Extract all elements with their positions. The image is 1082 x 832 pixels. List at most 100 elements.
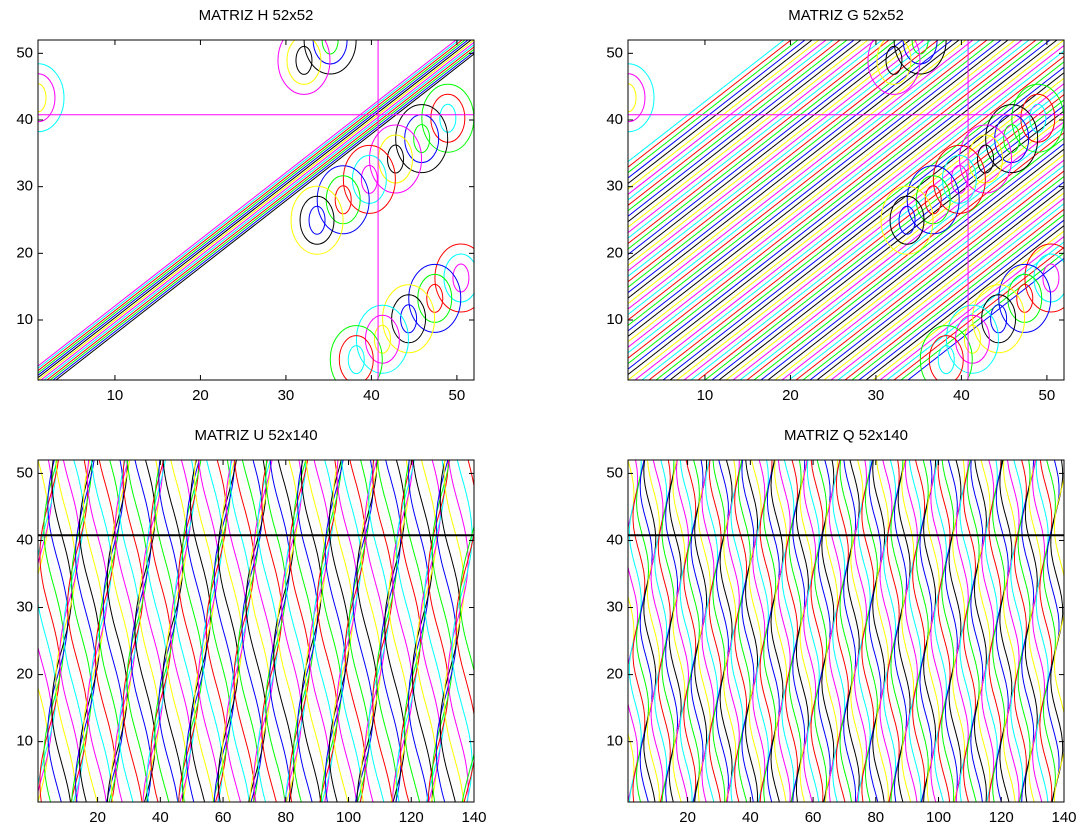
contour-line [467, 40, 903, 380]
contour-line [558, 40, 994, 380]
contour-line [786, 460, 798, 802]
y-tick-label: 50 [606, 464, 623, 481]
contour-line [551, 40, 987, 380]
contour-line [453, 40, 889, 380]
x-tick-label: 20 [679, 809, 696, 826]
contour-line [1004, 460, 1016, 802]
contour-line [413, 460, 433, 802]
contour-line [502, 40, 938, 380]
x-tick-label: 20 [782, 387, 799, 404]
contour-line [800, 460, 812, 802]
contour-line [847, 460, 859, 802]
x-tick-label: 10 [107, 387, 124, 404]
y-tick-label: 40 [606, 111, 623, 128]
contour-line [844, 460, 856, 802]
y-tick-label: 10 [606, 311, 623, 328]
figure: MATRIZ H 52x52 10 20 30 40 50 10 20 30 40 50 MATRIZ… [0, 0, 1082, 832]
x-tick-label: 30 [278, 387, 295, 404]
y-tick-label: 20 [16, 666, 33, 683]
contour-line [628, 40, 1064, 380]
contour-line [1029, 460, 1041, 802]
contour-line [884, 460, 896, 802]
contour-line [50, 40, 486, 380]
contour-line [397, 40, 833, 380]
chart-title: MATRIZ G 52x52 [788, 7, 904, 24]
contour-line [905, 460, 917, 802]
contour-line [428, 460, 448, 802]
contour-line [41, 40, 477, 380]
contour-line [629, 460, 641, 802]
contour-line [572, 40, 1008, 380]
contour-line [262, 460, 282, 802]
contour-line [731, 460, 743, 802]
contour-line [246, 460, 266, 802]
y-tick-label: 10 [606, 733, 623, 750]
contour-line [495, 40, 931, 380]
contour-line [537, 40, 973, 380]
contour-line [1015, 460, 1027, 802]
x-tick-label: 20 [89, 809, 106, 826]
y-tick-label: 20 [16, 244, 33, 261]
chart-title: MATRIZ Q 52x140 [784, 427, 908, 444]
contour-line [38, 40, 474, 380]
contour-line [439, 40, 875, 380]
x-tick-label: 40 [152, 809, 169, 826]
contour-line [818, 460, 830, 802]
contour-line [876, 460, 888, 802]
contour-line [749, 460, 761, 802]
y-tick-label: 20 [606, 244, 623, 261]
contour-line [446, 40, 882, 380]
contour-line [474, 40, 910, 380]
contour-line [530, 40, 966, 380]
contour-line [26, 40, 462, 380]
contour-line [851, 460, 863, 802]
contour-line [516, 40, 952, 380]
y-tick-label: 20 [606, 666, 623, 683]
y-tick-label: 40 [16, 531, 33, 548]
x-tick-label: 100 [926, 809, 951, 826]
contour-line [286, 460, 306, 802]
contour-line [333, 460, 353, 802]
contour-line [393, 460, 413, 802]
x-tick-label: 50 [449, 387, 466, 404]
contour-line [321, 460, 341, 802]
x-tick-label: 100 [336, 809, 361, 826]
x-tick-label: 40 [953, 387, 970, 404]
contour-line [593, 40, 1029, 380]
contour-line [833, 460, 845, 802]
contour-line [282, 460, 302, 802]
chart-title: MATRIZ H 52x52 [199, 7, 314, 24]
x-tick-label: 30 [868, 387, 885, 404]
contour-line [509, 40, 945, 380]
contour-line [873, 460, 885, 802]
contour-line [44, 460, 64, 802]
y-tick-label: 30 [16, 178, 33, 195]
contour-line [481, 40, 917, 380]
x-tick-label: 120 [399, 809, 424, 826]
contour-line [404, 40, 840, 380]
contour-line [56, 40, 492, 380]
contour-line [35, 40, 471, 380]
contour-line [916, 460, 928, 802]
contour-line [938, 460, 950, 802]
contour-line [1036, 460, 1048, 802]
contour-line [1007, 460, 1019, 802]
contour-line [376, 40, 812, 380]
contour-line [1033, 460, 1045, 802]
contour-line [191, 460, 211, 802]
contour-line [782, 460, 794, 802]
contour-line [931, 460, 943, 802]
contour-line [698, 460, 710, 802]
contour-line [651, 460, 663, 802]
contour-line [337, 460, 357, 802]
y-tick-label: 50 [16, 464, 33, 481]
contour-line [971, 460, 983, 802]
contour-line [47, 40, 483, 380]
contour-line [373, 460, 393, 802]
x-tick-label: 120 [989, 809, 1014, 826]
contour-line [866, 460, 878, 802]
contour-line [775, 460, 787, 802]
contour-line [967, 460, 979, 802]
contour-line [210, 460, 230, 802]
contour-line [942, 460, 954, 802]
